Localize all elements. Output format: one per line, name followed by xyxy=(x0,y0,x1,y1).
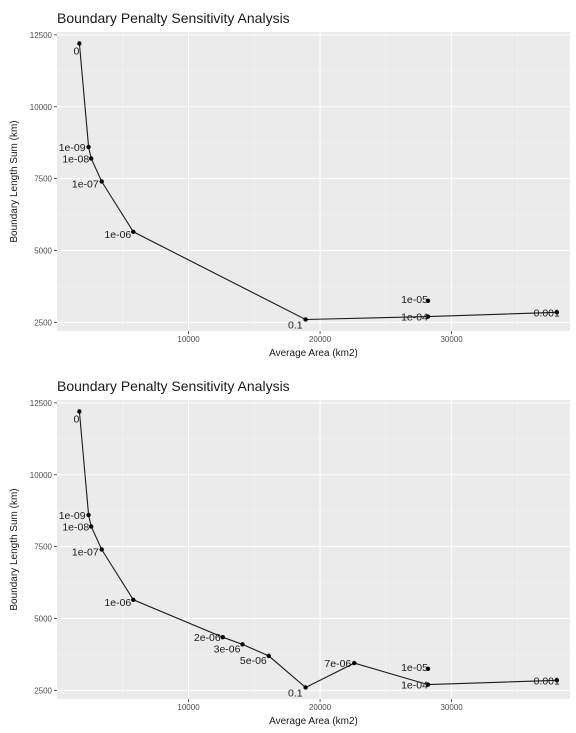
x-tick-label: 30000 xyxy=(440,703,463,712)
data-point xyxy=(99,547,104,552)
data-point xyxy=(425,314,431,319)
data-point xyxy=(303,685,308,690)
data-point xyxy=(77,41,82,46)
chart-panel: Boundary Penalty Sensitivity Analysis 10… xyxy=(0,368,576,733)
plot-background xyxy=(57,32,570,331)
data-label: 1e-07 xyxy=(72,179,99,191)
data-point xyxy=(99,179,104,184)
data-label: 1e-05 xyxy=(401,662,428,674)
data-point xyxy=(131,597,136,603)
data-label: 1e-08 xyxy=(62,154,89,166)
data-label: 1e-04 xyxy=(401,680,428,692)
data-label: 5e-06 xyxy=(240,655,267,667)
x-axis-title: Average Area (km2) xyxy=(269,348,358,359)
data-label: 1e-09 xyxy=(59,142,86,154)
data-label: 0.1 xyxy=(288,320,303,332)
x-tick-label: 30000 xyxy=(440,335,463,344)
data-label: 1e-08 xyxy=(62,522,89,534)
data-label: 1e-04 xyxy=(401,312,428,324)
y-tick-label: 5000 xyxy=(34,615,52,624)
data-label: 1e-09 xyxy=(59,510,86,522)
y-tick-label: 7500 xyxy=(34,543,52,552)
x-tick-label: 20000 xyxy=(309,335,332,344)
data-point xyxy=(240,642,245,647)
data-point xyxy=(303,317,308,322)
data-point xyxy=(425,298,431,304)
chart-plot: 10000 20000 30000 2500 5000 7500 10000 12500 Ave… xyxy=(9,399,570,727)
x-axis-title: Average Area (km2) xyxy=(269,716,358,727)
data-point xyxy=(554,678,560,683)
data-label: 0.001 xyxy=(534,307,560,319)
data-point xyxy=(425,666,431,672)
data-point xyxy=(266,653,271,659)
chart-panel: Boundary Penalty Sensitivity Analysis 10… xyxy=(0,0,576,365)
y-tick-label: 2500 xyxy=(34,318,52,327)
plot-background xyxy=(57,400,570,699)
data-label: 3e-06 xyxy=(214,643,241,655)
data-point xyxy=(554,310,560,315)
data-label: 0.1 xyxy=(288,688,303,700)
y-tick-label: 10000 xyxy=(30,103,53,112)
data-point xyxy=(352,660,357,666)
y-axis-title: Boundary Length Sum (km) xyxy=(9,488,20,610)
data-point xyxy=(86,144,91,150)
data-label: 0 xyxy=(73,46,79,58)
chart-plot: 10000 20000 30000 2500 5000 7500 10000 12500 Ave… xyxy=(9,31,570,359)
data-label: 7e-06 xyxy=(324,658,351,670)
data-label: 1e-06 xyxy=(104,597,131,609)
y-axis-title: Boundary Length Sum (km) xyxy=(9,120,20,242)
data-point xyxy=(220,634,225,640)
data-point xyxy=(77,409,82,414)
x-tick-label: 20000 xyxy=(309,703,332,712)
y-tick-label: 10000 xyxy=(30,471,53,480)
chart-title: Boundary Penalty Sensitivity Analysis xyxy=(57,10,290,26)
data-label: 0 xyxy=(73,414,79,426)
data-point xyxy=(86,512,91,518)
data-label: 1e-05 xyxy=(401,294,428,306)
data-label: 0.001 xyxy=(534,675,560,687)
data-label: 1e-07 xyxy=(72,547,99,559)
chart-title: Boundary Penalty Sensitivity Analysis xyxy=(57,378,290,394)
x-tick-label: 10000 xyxy=(177,703,200,712)
data-label: 2e-06 xyxy=(194,632,221,644)
y-tick-label: 12500 xyxy=(30,399,53,408)
y-tick-label: 7500 xyxy=(34,175,52,184)
data-point xyxy=(425,682,431,687)
data-point xyxy=(89,524,94,529)
y-tick-label: 12500 xyxy=(30,31,53,40)
x-tick-label: 10000 xyxy=(177,335,200,344)
data-point xyxy=(131,229,136,235)
y-tick-label: 5000 xyxy=(34,247,52,256)
data-label: 1e-06 xyxy=(104,229,131,241)
data-point xyxy=(89,156,94,161)
y-tick-label: 2500 xyxy=(34,686,52,695)
